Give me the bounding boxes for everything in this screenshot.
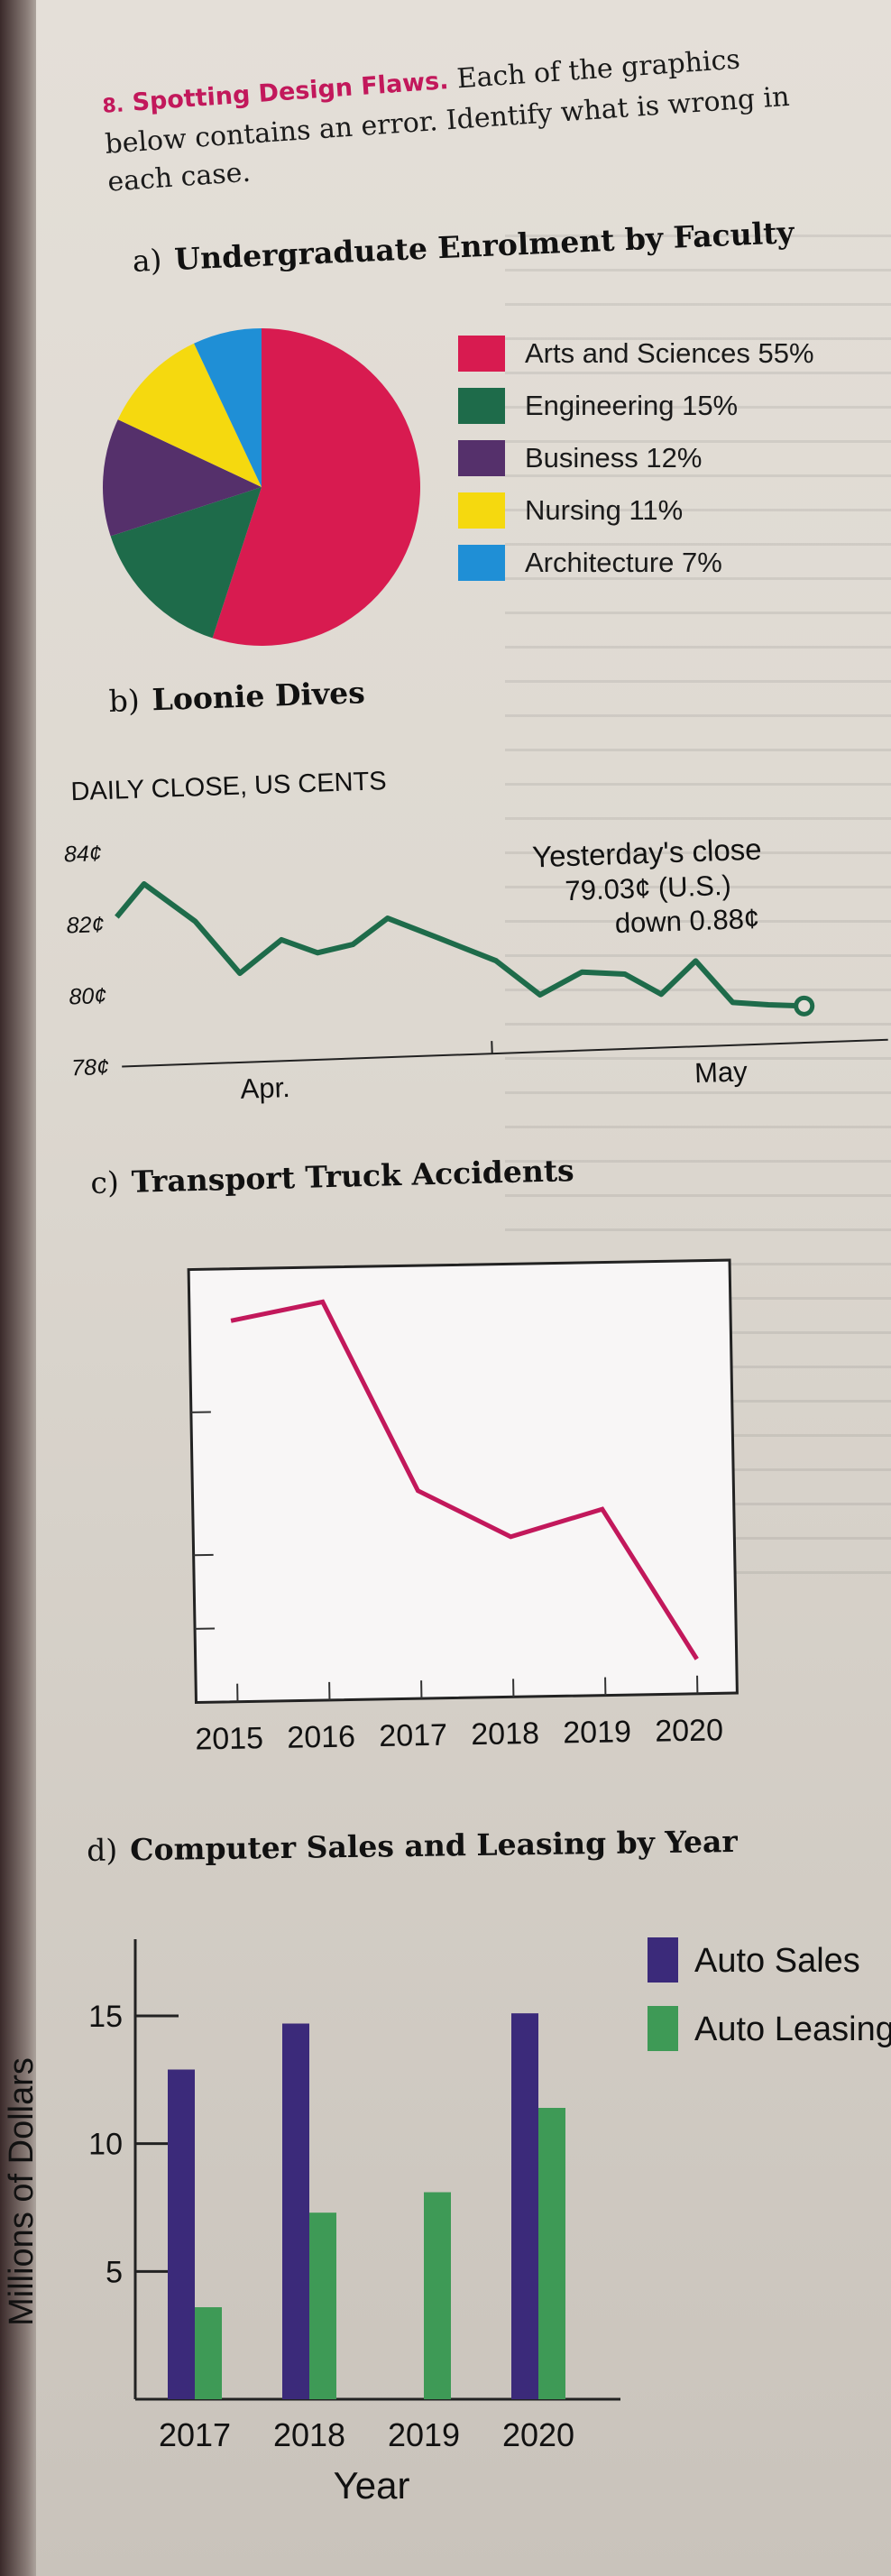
pie-slice-business: [103, 419, 262, 537]
truck-line-chart: 2015 2016 2017 2018 2019 2020: [187, 1258, 739, 1757]
loonie-line-chart: DAILY CLOSE, US CENTS Yesterday's close …: [63, 767, 888, 1105]
pie-legend-swatch: [458, 336, 505, 372]
truck-y-ticks: [190, 1411, 216, 1630]
truck-plot-frame: [187, 1258, 739, 1705]
chart-a-letter: a): [132, 242, 163, 279]
loonie-y-tick-label: 80¢: [69, 983, 107, 1009]
annotation-line-1: Yesterday's close: [531, 833, 762, 874]
bar-auto-leasing-2017: [195, 2307, 222, 2399]
bar-auto-leasing-2020: [538, 2108, 565, 2399]
pie-legend-swatch: [458, 440, 505, 476]
bar-x-tick-label: 2017: [159, 2416, 231, 2453]
bar-x-axis-label: Year: [334, 2464, 410, 2507]
bar-y-tick-label: 5: [106, 2255, 123, 2289]
pie-legend-label: Arts and Sciences 55%: [525, 337, 814, 369]
bar-marks: [168, 2013, 565, 2399]
pie-legend-swatch: [458, 388, 505, 424]
loonie-series-line: [115, 881, 804, 1009]
pie-legend-item: Arts and Sciences 55%: [458, 336, 814, 372]
bar-auto-sales-2017: [168, 2069, 195, 2399]
loonie-x-axis: [122, 1038, 888, 1068]
bar-x-tick-label: 2019: [388, 2416, 460, 2453]
bar-y-tick-label: 10: [88, 2128, 123, 2162]
chart-b-title: Loonie Dives: [151, 675, 366, 718]
bar-y-tick-label: 15: [88, 2000, 123, 2034]
truck-series-line: [230, 1299, 699, 1661]
pie-legend-label: Nursing 11%: [525, 494, 684, 526]
bar-y-axis-label: Millions of Dollars: [3, 2057, 41, 2326]
pie-slice-architecture: [194, 328, 262, 487]
truck-x-tick-label: 2017: [379, 1718, 447, 1753]
annotation-line-2: 79.03¢ (U.S.): [565, 869, 731, 906]
bar-legend-swatch: [648, 1937, 678, 1983]
truck-x-tick-label: 2018: [471, 1716, 539, 1752]
truck-x-tick-label: 2015: [195, 1721, 263, 1756]
loonie-y-ticks: 84¢ 82¢ 80¢ 78¢: [63, 841, 109, 1081]
bar-auto-leasing-2018: [309, 2213, 336, 2399]
bar-legend-label: Auto Leasing: [694, 2010, 891, 2048]
pie-slice-nursing: [117, 343, 262, 487]
loonie-end-point: [794, 995, 815, 1017]
bar-auto-sales-2020: [511, 2013, 538, 2399]
chart-d-letter: d): [87, 1832, 118, 1868]
pie-legend-label: Business 12%: [525, 442, 703, 474]
pie-legend-item: Architecture 7%: [458, 545, 722, 581]
loonie-plot-area: [115, 881, 815, 1017]
bar-auto-sales-2018: [282, 2023, 309, 2399]
truck-plot-area: [230, 1299, 699, 1661]
truck-x-tick-label: 2016: [287, 1719, 355, 1754]
bar-x-tick-label: 2020: [502, 2416, 574, 2453]
chart-b-letter: b): [108, 682, 141, 719]
truck-x-tick-label: 2019: [563, 1715, 631, 1750]
bar-legend: Auto Sales Auto Leasing: [648, 1937, 891, 2051]
bar-x-tick-label: 2018: [273, 2416, 345, 2453]
bar-auto-leasing-2019: [424, 2192, 451, 2399]
pie-legend-swatch: [458, 545, 505, 581]
bar-legend-label: Auto Sales: [694, 1942, 860, 1980]
bar-legend-swatch: [648, 2006, 678, 2051]
pie-chart: [103, 328, 421, 646]
chart-c-letter: c): [90, 1164, 120, 1201]
pie-legend-item: Engineering 15%: [458, 388, 738, 424]
pie-slice-arts-and-sciences: [212, 328, 421, 646]
loonie-x-tick-label: May: [694, 1055, 749, 1089]
pie-slice-engineering: [110, 487, 262, 639]
question-number: 8.: [101, 94, 125, 118]
loonie-y-tick-label: 82¢: [66, 912, 105, 938]
pie-legend-item: Nursing 11%: [458, 492, 683, 529]
loonie-x-tick-label: Apr.: [240, 1072, 290, 1105]
truck-x-tick-label: 2020: [655, 1713, 723, 1748]
loonie-y-tick-label: 78¢: [71, 1054, 110, 1081]
pie-legend-swatch: [458, 492, 505, 529]
computer-bar-chart: Millions of Dollars Year 5 10 15 2017 2018 20…: [3, 1937, 891, 2507]
annotation-line-3: down 0.88¢: [614, 903, 759, 940]
pie-legend-item: Business 12%: [458, 440, 702, 476]
pie-legend-label: Architecture 7%: [525, 547, 722, 578]
loonie-y-tick-label: 84¢: [63, 841, 102, 867]
loonie-subtitle: DAILY CLOSE, US CENTS: [70, 767, 387, 806]
loonie-x-ticks: Apr. May: [122, 1038, 888, 1105]
truck-x-ticks: 2015 2016 2017 2018 2019 2020: [195, 1675, 723, 1757]
pie-legend-label: Engineering 15%: [525, 390, 739, 421]
